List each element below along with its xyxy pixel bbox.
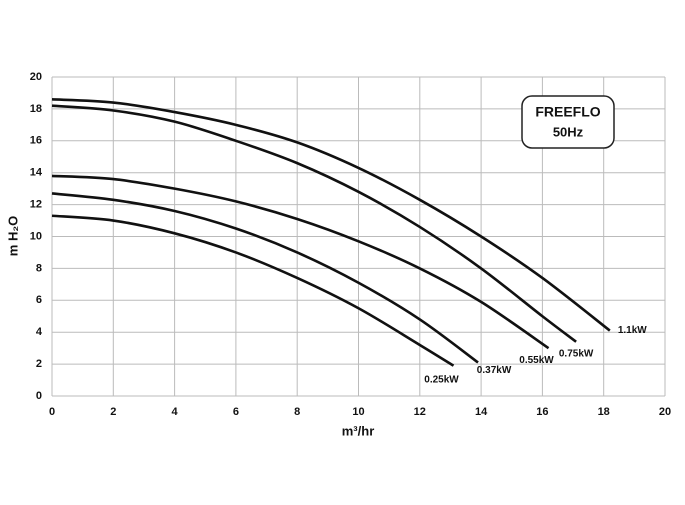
x-tick-label: 18 [598, 406, 610, 418]
legend-label: 0.25kW [424, 374, 459, 385]
legend-label: 0.37kW [477, 365, 512, 376]
y-tick-label: 16 [30, 135, 42, 147]
y-tick-label: 4 [36, 326, 43, 338]
line [51, 174, 550, 350]
x-tick-label: 20 [659, 406, 671, 418]
legend-label: 0.55kW [519, 355, 554, 366]
x-tick-label: 14 [475, 406, 488, 418]
y-tick-label: 20 [30, 71, 42, 83]
y-tick-label: 14 [30, 167, 43, 179]
line [51, 98, 611, 332]
y-tick-label: 10 [30, 230, 42, 242]
x-tick-label: 16 [536, 406, 548, 418]
annotation: FREEFLO [535, 104, 600, 120]
x-tick-label: 2 [110, 406, 116, 418]
annotation: 50Hz [553, 124, 584, 139]
y-tick-label: 18 [30, 103, 42, 115]
x-tick-label: 4 [172, 406, 179, 418]
line [51, 104, 577, 343]
y-tick-label: 0 [36, 390, 42, 402]
y-axis-label: m H₂O [5, 216, 20, 256]
y-tick-label: 6 [36, 294, 42, 306]
x-tick-label: 12 [414, 406, 426, 418]
y-tick-label: 8 [36, 262, 42, 274]
line [51, 192, 479, 364]
x-axis-label: m³/hr [342, 423, 375, 438]
x-tick-label: 6 [233, 406, 239, 418]
y-tick-label: 12 [30, 199, 42, 211]
x-tick-label: 10 [352, 406, 364, 418]
x-tick-label: 0 [49, 406, 55, 418]
y-tick-label: 2 [36, 358, 42, 370]
legend-label: 1.1kW [618, 325, 647, 336]
x-tick-label: 8 [294, 406, 300, 418]
legend-label: 0.75kW [559, 348, 594, 359]
line [51, 214, 455, 367]
annotation-box [521, 95, 615, 149]
